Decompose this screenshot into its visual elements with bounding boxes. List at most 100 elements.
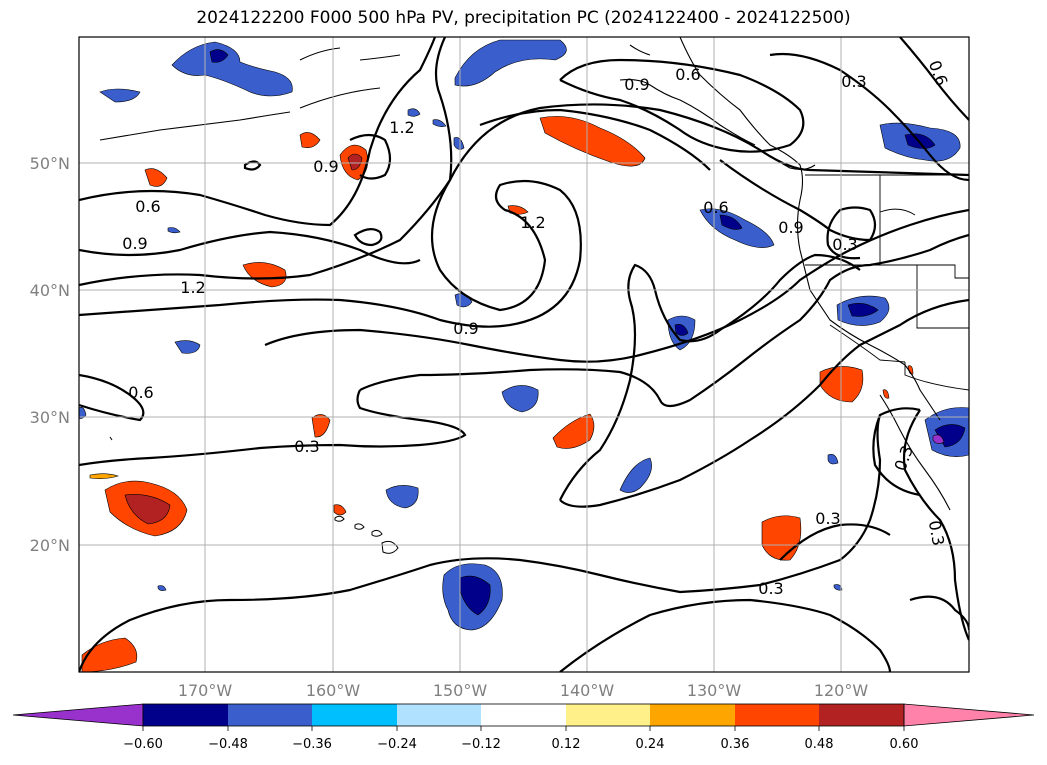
pv-contour — [479, 108, 711, 171]
coastline — [879, 394, 951, 511]
colorbar-segment — [312, 704, 397, 726]
coastline — [629, 44, 651, 56]
pv-contour — [719, 159, 877, 260]
contour-labels: 0.9 0.6 1.2 0.9 0.6 0.9 1.2 0.6 0.9 1.2 … — [122, 58, 951, 598]
precip-blob — [347, 153, 363, 171]
pv-contour — [559, 598, 892, 672]
contour-label: 0.6 — [128, 383, 153, 402]
pv-contour — [559, 253, 861, 501]
map-title: 2024122200 F000 500 hPa PV, precipitatio… — [196, 8, 851, 28]
colorbar-left-extension — [12, 703, 144, 727]
pv-contour — [79, 389, 467, 467]
precip-blob — [81, 637, 138, 672]
contour-label: 1.2 — [520, 213, 545, 232]
colorbar-tick-label: −0.60 — [123, 737, 163, 752]
coastline — [99, 111, 291, 141]
contour-label: 0.9 — [122, 234, 147, 253]
border-line — [805, 264, 969, 279]
precip-blob — [174, 340, 201, 354]
precip-blob — [209, 49, 229, 63]
border-line — [916, 265, 969, 329]
lon-label: 120°W — [814, 681, 869, 700]
island — [109, 436, 113, 441]
colorbar-tick-label: 0.24 — [636, 737, 665, 752]
precip-blob — [847, 303, 879, 317]
lat-label: 40°N — [30, 281, 70, 300]
precip-blob — [539, 116, 646, 167]
pv-contour — [559, 58, 805, 153]
lon-label: 170°W — [178, 681, 233, 700]
precip-blob — [311, 414, 331, 438]
precip-blob — [719, 214, 743, 230]
contour-label: 1.2 — [180, 278, 205, 297]
precip-blob — [171, 41, 293, 97]
lon-label: 140°W — [560, 681, 615, 700]
pv-contour — [264, 208, 969, 363]
border-line — [879, 208, 916, 216]
contour-label: 0.3 — [815, 509, 840, 528]
colorbar-segment — [481, 704, 566, 726]
colorbar: −0.60 −0.48 −0.36 −0.24 −0.12 0.12 0.24 … — [12, 703, 1035, 752]
precip-blob — [144, 168, 168, 187]
colorbar-segment — [228, 704, 312, 726]
colorbar-right-extension — [903, 703, 1035, 727]
pv-contour — [349, 133, 392, 180]
precip-blob — [385, 485, 419, 509]
precip-blob — [552, 413, 595, 449]
contour-label: 0.3 — [832, 235, 857, 254]
colorbar-segment — [735, 704, 819, 726]
lon-label: 160°W — [306, 681, 361, 700]
contour-label: 0.3 — [925, 519, 948, 547]
precip-blob — [432, 119, 447, 127]
precip-blob — [333, 504, 347, 516]
coastline — [759, 149, 816, 171]
precip-blob — [453, 137, 465, 150]
pv-contour — [79, 103, 969, 328]
graticule — [79, 37, 969, 672]
contour-label: 0.9 — [624, 75, 649, 94]
pv-contour — [243, 160, 262, 171]
pv-contour — [899, 37, 969, 121]
precip-blob — [99, 88, 141, 103]
pv-contour — [902, 409, 969, 641]
coastline — [299, 47, 341, 61]
precip-blob — [761, 515, 802, 561]
island — [371, 529, 383, 537]
contour-label: 0.3 — [294, 437, 319, 456]
precip-blob — [407, 108, 421, 117]
lat-label: 50°N — [30, 154, 70, 173]
precip-blob — [674, 324, 689, 336]
lat-label: 30°N — [30, 408, 70, 427]
precip-blob — [167, 227, 181, 234]
island — [334, 515, 345, 522]
island — [354, 523, 365, 530]
precip-blob — [932, 434, 945, 444]
border-line — [829, 324, 906, 363]
pv-contour — [79, 230, 421, 265]
colorbar-segment — [819, 704, 904, 726]
lon-label: 130°W — [687, 681, 742, 700]
precip-blob — [89, 473, 120, 479]
pv-contour — [909, 595, 969, 631]
pv-contour — [559, 298, 969, 508]
contour-label: 0.6 — [675, 65, 700, 84]
colorbar-segment — [650, 704, 735, 726]
colorbar-tick-label: −0.24 — [377, 737, 417, 752]
precip-blob — [501, 385, 539, 413]
coastline — [359, 54, 401, 61]
lat-label: 20°N — [30, 536, 70, 555]
colorbar-tick-label: 0.48 — [805, 737, 834, 752]
contour-label: 1.2 — [389, 118, 414, 137]
colorbar-segment — [397, 704, 481, 726]
pv-contour — [353, 228, 383, 247]
border-line — [904, 362, 969, 391]
precip-blob — [459, 575, 491, 616]
precip-positive-areas — [81, 116, 914, 672]
contour-label: 0.3 — [841, 72, 866, 91]
precip-blob — [454, 39, 567, 87]
pv-contour — [769, 52, 969, 182]
coastline — [619, 79, 756, 146]
precip-blob — [827, 454, 839, 465]
pv-contour — [79, 37, 437, 227]
